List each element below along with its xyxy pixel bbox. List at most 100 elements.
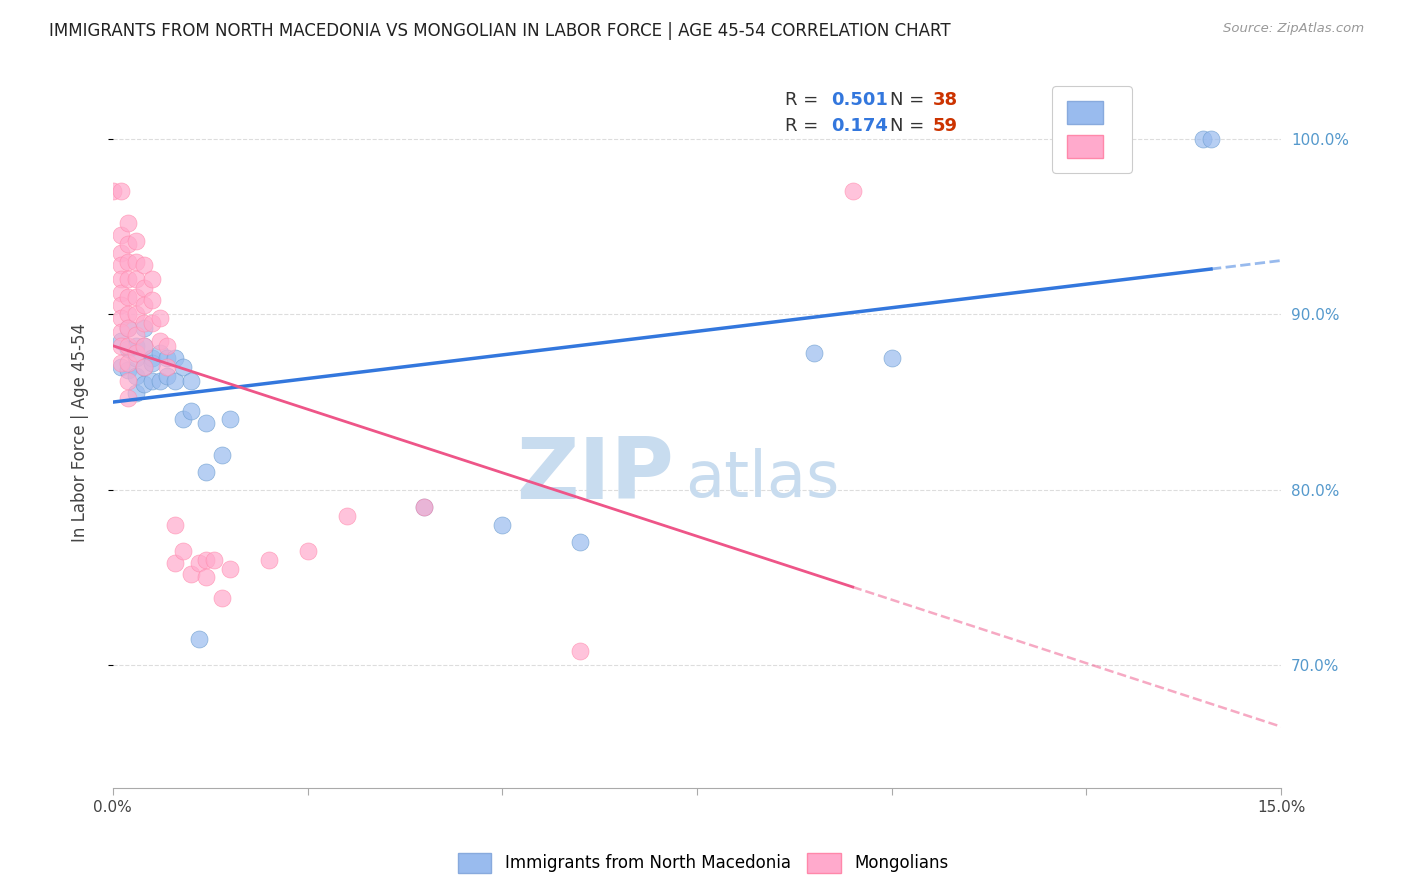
Point	[141, 356, 163, 370]
Point	[110, 272, 132, 286]
Text: 0.501: 0.501	[831, 91, 889, 109]
Point	[117, 216, 139, 230]
Point	[195, 416, 218, 430]
Point	[165, 351, 187, 365]
Point	[110, 325, 132, 339]
Point	[110, 245, 132, 260]
Text: R =: R =	[785, 117, 824, 135]
Point	[211, 448, 233, 462]
Point	[110, 185, 132, 199]
Point	[195, 553, 218, 567]
Point	[117, 356, 139, 370]
Point	[202, 553, 225, 567]
Point	[165, 556, 187, 570]
Point	[125, 368, 148, 383]
Point	[413, 500, 436, 515]
Point	[335, 508, 357, 523]
Point	[117, 254, 139, 268]
Point	[110, 258, 132, 272]
Point	[218, 561, 240, 575]
Point	[132, 258, 155, 272]
Point	[148, 334, 170, 348]
Point	[195, 465, 218, 479]
Point	[117, 321, 139, 335]
Point	[141, 374, 163, 388]
Point	[117, 374, 139, 388]
Point	[211, 591, 233, 606]
Text: N =: N =	[890, 117, 929, 135]
Text: 38: 38	[934, 91, 957, 109]
Legend: Immigrants from North Macedonia, Mongolians: Immigrants from North Macedonia, Mongoli…	[451, 847, 955, 880]
Point	[880, 351, 903, 365]
Point	[110, 359, 132, 374]
Point	[117, 237, 139, 252]
Point	[141, 316, 163, 330]
Point	[125, 328, 148, 343]
Point	[1192, 132, 1215, 146]
Y-axis label: In Labor Force | Age 45-54: In Labor Force | Age 45-54	[72, 323, 89, 542]
Text: Source: ZipAtlas.com: Source: ZipAtlas.com	[1223, 22, 1364, 36]
Point	[187, 632, 209, 646]
Point	[257, 553, 280, 567]
Point	[110, 310, 132, 325]
Point	[148, 374, 170, 388]
Point	[117, 307, 139, 321]
Point	[117, 363, 139, 377]
Point	[132, 359, 155, 374]
Point	[132, 321, 155, 335]
Point	[110, 356, 132, 370]
Point	[125, 346, 148, 360]
Point	[180, 374, 202, 388]
Text: IMMIGRANTS FROM NORTH MACEDONIA VS MONGOLIAN IN LABOR FORCE | AGE 45-54 CORRELAT: IMMIGRANTS FROM NORTH MACEDONIA VS MONGO…	[49, 22, 950, 40]
Point	[132, 377, 155, 392]
Point	[148, 310, 170, 325]
Point	[125, 290, 148, 304]
Point	[110, 339, 132, 353]
Point	[141, 351, 163, 365]
Point	[842, 185, 865, 199]
Text: 0.174: 0.174	[831, 117, 889, 135]
Point	[125, 234, 148, 248]
Point	[180, 403, 202, 417]
Point	[218, 412, 240, 426]
Point	[117, 343, 139, 357]
Point	[491, 517, 513, 532]
Point	[141, 272, 163, 286]
Point	[141, 293, 163, 308]
Point	[125, 339, 148, 353]
Point	[187, 556, 209, 570]
Point	[117, 339, 139, 353]
Point	[117, 392, 139, 406]
Point	[117, 321, 139, 335]
Point	[165, 517, 187, 532]
Point	[132, 316, 155, 330]
Text: ZIP: ZIP	[516, 434, 673, 516]
Point	[156, 351, 179, 365]
Point	[156, 359, 179, 374]
Text: N =: N =	[890, 91, 929, 109]
Point	[132, 359, 155, 374]
Point	[195, 570, 218, 584]
Text: atlas: atlas	[685, 448, 839, 509]
Point	[125, 386, 148, 401]
Point	[101, 185, 124, 199]
Point	[172, 544, 194, 558]
Point	[165, 374, 187, 388]
Point	[297, 544, 319, 558]
Point	[110, 286, 132, 301]
Point	[132, 339, 155, 353]
Text: 59: 59	[934, 117, 957, 135]
Point	[125, 254, 148, 268]
Text: R =: R =	[785, 91, 824, 109]
Point	[125, 272, 148, 286]
Point	[148, 346, 170, 360]
Point	[569, 535, 592, 549]
Point	[156, 368, 179, 383]
Point	[117, 272, 139, 286]
Point	[132, 298, 155, 312]
Point	[132, 281, 155, 295]
Point	[110, 298, 132, 312]
Point	[110, 228, 132, 243]
Point	[125, 307, 148, 321]
Point	[803, 346, 825, 360]
